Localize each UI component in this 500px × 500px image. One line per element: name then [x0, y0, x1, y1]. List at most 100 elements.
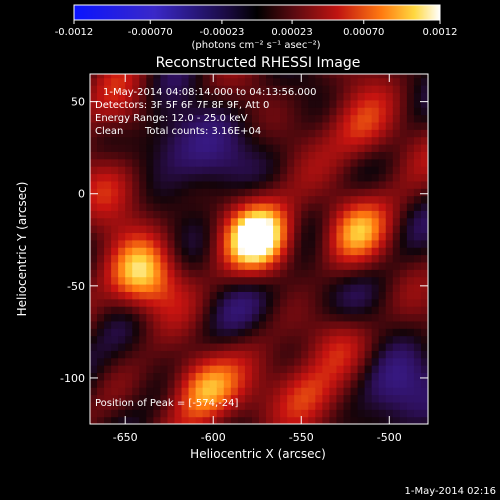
heatmap-cell	[364, 114, 373, 123]
heatmap-cell	[146, 365, 154, 374]
heatmap-cell	[287, 144, 295, 152]
heatmap-cell	[139, 276, 147, 285]
heatmap-cell	[146, 291, 154, 300]
heatmap-cell	[413, 136, 422, 145]
heatmap-cell	[336, 121, 345, 130]
heatmap-cell	[223, 173, 232, 182]
heatmap-cell	[104, 129, 112, 138]
heatmap-cell	[90, 306, 98, 315]
heatmap-cell	[350, 313, 359, 322]
heatmap-cell	[315, 379, 323, 388]
heatmap-cell	[125, 387, 133, 396]
heatmap-cell	[322, 254, 331, 263]
heatmap-cell	[406, 158, 415, 167]
heatmap-cell	[181, 195, 190, 204]
heatmap-cell	[118, 173, 126, 182]
heatmap-cell	[378, 136, 387, 145]
heatmap-cell	[350, 188, 359, 197]
heatmap-cell	[132, 232, 140, 241]
heatmap-cell	[160, 232, 169, 241]
heatmap-cell	[237, 276, 246, 285]
heatmap-cell	[104, 114, 112, 123]
heatmap-cell	[259, 114, 267, 123]
heatmap-cell	[174, 232, 183, 241]
heatmap-cell	[160, 254, 169, 263]
heatmap-cell	[420, 401, 428, 410]
heatmap-cell	[132, 180, 140, 189]
heatmap-cell	[132, 202, 140, 211]
heatmap-cell	[216, 239, 225, 248]
heatmap-cell	[336, 416, 345, 424]
heatmap-cell	[287, 284, 295, 292]
heatmap-cell	[259, 365, 267, 374]
heatmap-cell	[230, 225, 239, 234]
heatmap-cell	[371, 136, 380, 145]
heatmap-cell	[266, 365, 274, 374]
heatmap-cell	[111, 114, 119, 123]
heatmap-cell	[315, 74, 323, 79]
heatmap-cell	[371, 328, 380, 337]
heatmap-cell	[174, 202, 183, 211]
heatmap-cell	[266, 269, 274, 278]
heatmap-cell	[399, 247, 408, 256]
heatmap-cell	[209, 394, 218, 403]
heatmap-cell	[413, 210, 422, 219]
heatmap-cell	[174, 357, 183, 366]
heatmap-cell	[146, 247, 154, 256]
heatmap-cell	[336, 365, 345, 374]
heatmap-cell	[188, 166, 197, 175]
heatmap-cell	[266, 144, 274, 152]
heatmap-cell	[118, 409, 126, 418]
heatmap-cell	[364, 401, 373, 410]
heatmap-cell	[350, 85, 359, 94]
heatmap-cell	[160, 173, 169, 182]
heatmap-cell	[167, 276, 176, 285]
heatmap-cell	[259, 416, 267, 424]
heatmap-cell	[273, 342, 281, 351]
heatmap-cell	[308, 74, 316, 79]
heatmap-cell	[97, 74, 105, 79]
heatmap-cell	[420, 173, 428, 182]
heatmap-cell	[111, 77, 119, 86]
heatmap-cell	[188, 401, 197, 410]
heatmap-cell	[125, 372, 133, 381]
heatmap-cell	[392, 225, 401, 234]
heatmap-cell	[181, 401, 190, 410]
heatmap-cell	[259, 401, 267, 410]
heatmap-cell	[385, 202, 394, 211]
heatmap-cell	[308, 365, 316, 374]
heatmap-cell	[251, 225, 260, 234]
heatmap-cell	[118, 180, 126, 189]
heatmap-cell	[385, 173, 394, 182]
heatmap-cell	[216, 210, 225, 219]
heatmap-cell	[132, 269, 140, 278]
heatmap-cell	[322, 291, 331, 300]
heatmap-cell	[322, 225, 331, 234]
heatmap-cell	[280, 158, 288, 167]
heatmap-cell	[399, 202, 408, 211]
heatmap-cell	[139, 357, 147, 366]
heatmap-cell	[181, 313, 190, 322]
heatmap-cell	[280, 144, 288, 152]
heatmap-cell	[294, 284, 302, 292]
heatmap-cell	[364, 409, 373, 418]
heatmap-cell	[392, 401, 401, 410]
heatmap-cell	[315, 136, 323, 145]
heatmap-cell	[336, 107, 345, 116]
heatmap-cell	[399, 401, 408, 410]
heatmap-cell	[364, 77, 373, 86]
heatmap-cell	[244, 85, 253, 94]
heatmap-cell	[280, 416, 288, 424]
heatmap-cell	[336, 158, 345, 167]
heatmap-cell	[244, 387, 253, 396]
heatmap-cell	[357, 328, 366, 337]
heatmap-cell	[364, 276, 373, 285]
heatmap-cell	[413, 166, 422, 175]
heatmap-cell	[308, 239, 316, 248]
heatmap-cell	[146, 298, 154, 307]
heatmap-cell	[385, 350, 394, 359]
heatmap-cell	[371, 225, 380, 234]
heatmap-cell	[195, 401, 204, 410]
heatmap-cell	[97, 416, 105, 424]
heatmap-cell	[216, 254, 225, 263]
